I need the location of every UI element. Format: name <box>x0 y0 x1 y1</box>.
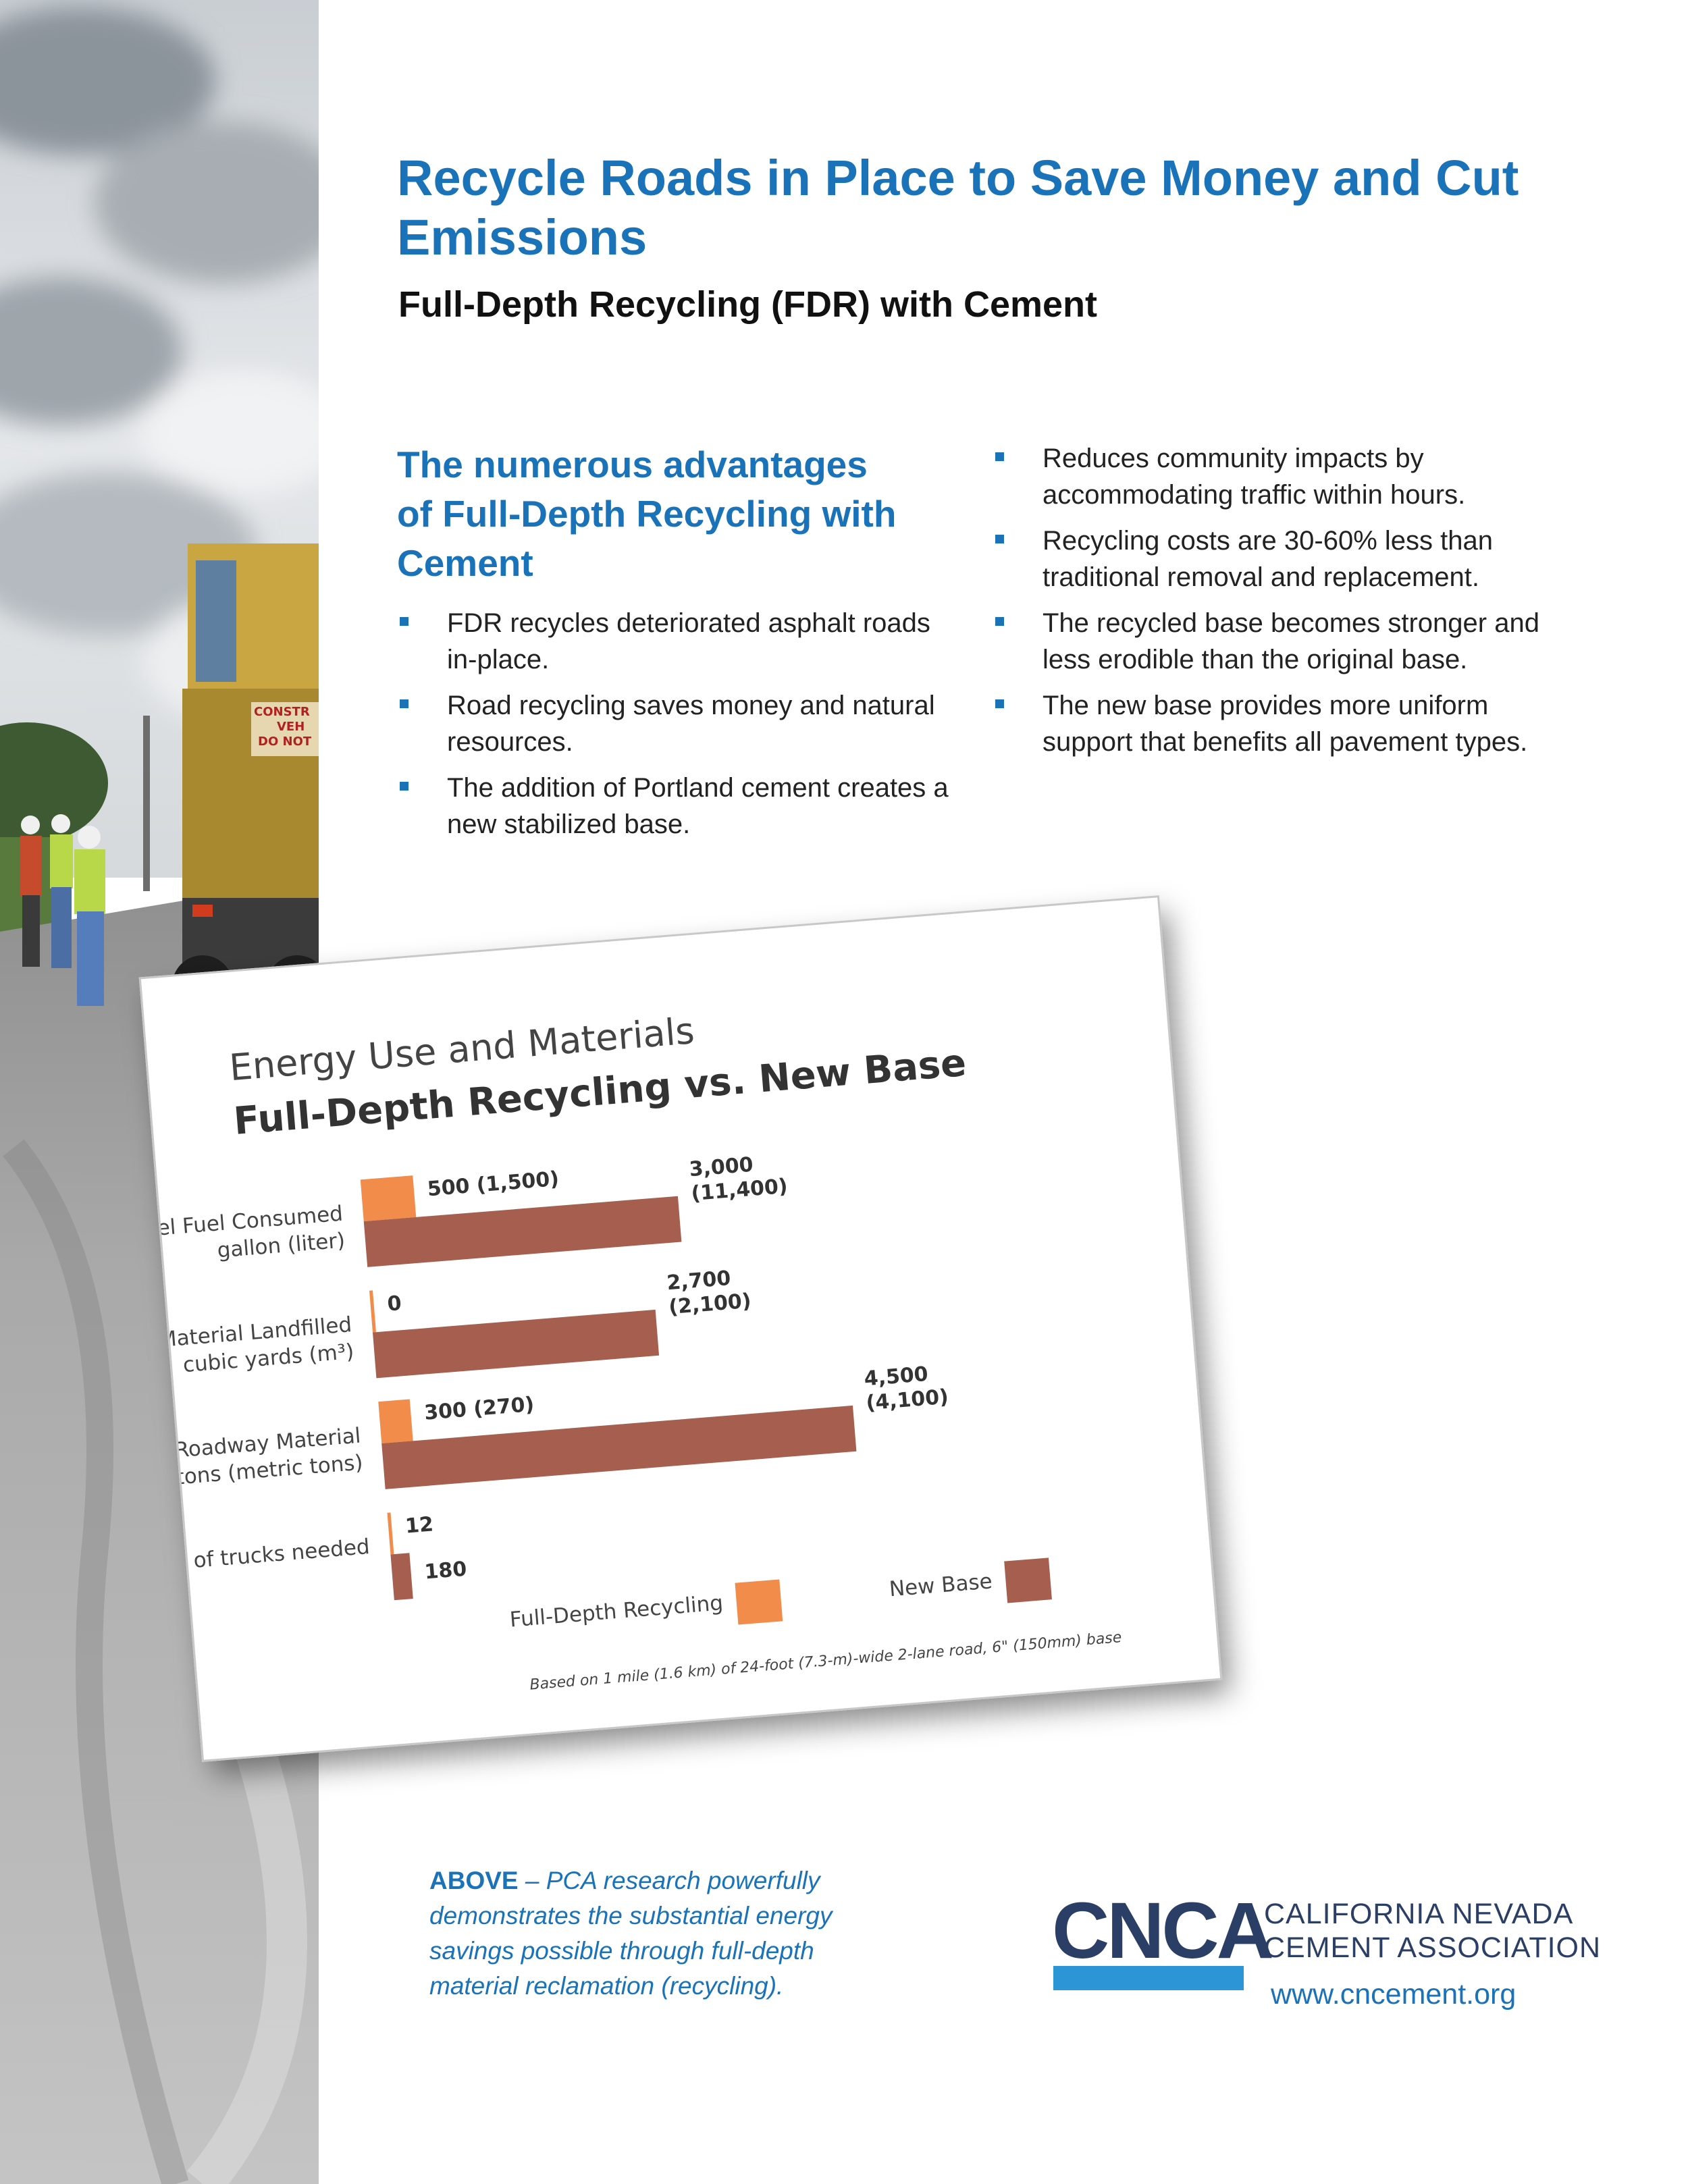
recycling-truck: CONSTR VEH DO NOT <box>172 543 319 1016</box>
bar-new-base <box>363 1196 682 1267</box>
bullet-item: Road recycling saves money and natural r… <box>397 687 951 760</box>
bar-value-label: 180 <box>423 1557 467 1584</box>
bar-value-label: 4,500 <box>863 1362 928 1391</box>
bullet-item: The recycled base becomes stronger and l… <box>993 605 1560 678</box>
bullet-item: FDR recycles deteriorated asphalt roads … <box>397 605 951 678</box>
organization-name-line-2: CEMENT ASSOCIATION <box>1264 1932 1602 1964</box>
bar-value-label: 500 (1,500) <box>427 1167 560 1202</box>
bullet-item: Recycling costs are 30-60% less than tra… <box>993 523 1560 595</box>
caption-separator: – <box>518 1867 546 1894</box>
bar-full-depth-recycling <box>387 1512 394 1555</box>
bar-full-depth-recycling <box>369 1290 376 1333</box>
legend-label: New Base <box>889 1569 993 1601</box>
road-construction-photo: CONSTR VEH DO NOT <box>0 0 319 2184</box>
organization-name-line-1: CALIFORNIA NEVADA <box>1264 1898 1574 1930</box>
page-title: Recycle Roads in Place to Save Money and… <box>397 150 1519 265</box>
bullet-item: The addition of Portland cement creates … <box>397 770 951 843</box>
bar-value-label: 12 <box>404 1512 434 1538</box>
caption-lead: ABOVE <box>429 1867 519 1894</box>
bar-full-depth-recycling <box>378 1399 413 1444</box>
legend-label: Full-Depth Recycling <box>509 1591 724 1632</box>
sign-line-3: DO NOT <box>258 735 312 749</box>
chart-footnote: Based on 1 mile (1.6 km) of 24-foot (7.3… <box>529 1629 1123 1693</box>
bar-value-label: 300 (270) <box>423 1393 535 1425</box>
utility-pole <box>143 716 150 891</box>
bullet-item: Reduces community impacts by accommodati… <box>993 440 1560 513</box>
construction-workers <box>20 814 105 1006</box>
advantages-list-right: Reduces community impacts by accommodati… <box>993 440 1560 770</box>
advantages-list-left: FDR recycles deteriorated asphalt roads … <box>397 605 951 852</box>
bar-value-label: 0 <box>386 1291 402 1316</box>
trees <box>0 722 108 844</box>
bar-new-base <box>381 1405 857 1489</box>
bullet-item: The new base provides more uniform suppo… <box>993 687 1560 760</box>
page-subtitle: Full-Depth Recycling (FDR) with Cement <box>398 284 1098 325</box>
bar-value-label: 2,700 <box>666 1267 731 1295</box>
bar-value-label: 3,000 <box>688 1153 754 1181</box>
bar-new-base <box>390 1553 413 1601</box>
advantages-heading: The numerous advantages of Full-Depth Re… <box>397 444 897 584</box>
website-link[interactable]: www.cncement.org <box>1271 1978 1516 2010</box>
caption-text: PCA research powerfully demonstrates the… <box>429 1867 833 2000</box>
chart-card: Energy Use and Materials Full-Depth Recy… <box>138 895 1223 1762</box>
legend-swatch <box>1004 1557 1052 1603</box>
bar-new-base <box>372 1309 660 1379</box>
organization-name: CALIFORNIA NEVADA CEMENT ASSOCIATION <box>1264 1897 1601 1965</box>
legend-swatch <box>735 1579 783 1625</box>
energy-chart: Energy Use and Materials Full-Depth Recy… <box>141 1009 1123 1694</box>
sign-line-2: VEH <box>277 720 305 734</box>
chart-caption: ABOVE – PCA research powerfully demonstr… <box>429 1863 848 2004</box>
logo-accent-bar <box>1053 1966 1244 1990</box>
sign-line-1: CONSTR <box>254 705 310 719</box>
bar-full-depth-recycling <box>360 1175 417 1222</box>
cnca-logo-mark: CNCA <box>1052 1886 1274 1975</box>
